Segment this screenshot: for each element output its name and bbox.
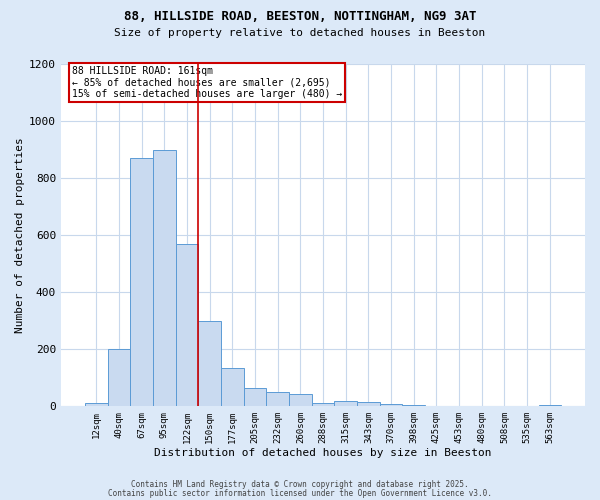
Bar: [244, 388, 266, 406]
Bar: [289, 394, 311, 406]
Bar: [107, 349, 130, 406]
Text: 88, HILLSIDE ROAD, BEESTON, NOTTINGHAM, NG9 3AT: 88, HILLSIDE ROAD, BEESTON, NOTTINGHAM, …: [124, 10, 476, 23]
Bar: [130, 158, 153, 406]
Bar: [198, 320, 221, 406]
Bar: [311, 403, 334, 406]
Bar: [221, 368, 244, 406]
Bar: [176, 244, 198, 406]
Bar: [266, 392, 289, 406]
Text: Contains public sector information licensed under the Open Government Licence v3: Contains public sector information licen…: [108, 488, 492, 498]
Bar: [539, 405, 561, 406]
Text: Contains HM Land Registry data © Crown copyright and database right 2025.: Contains HM Land Registry data © Crown c…: [131, 480, 469, 489]
Y-axis label: Number of detached properties: Number of detached properties: [15, 137, 25, 333]
Bar: [334, 401, 357, 406]
Bar: [85, 404, 107, 406]
Bar: [153, 150, 176, 406]
Text: 88 HILLSIDE ROAD: 161sqm
← 85% of detached houses are smaller (2,695)
15% of sem: 88 HILLSIDE ROAD: 161sqm ← 85% of detach…: [71, 66, 342, 99]
Bar: [357, 402, 380, 406]
X-axis label: Distribution of detached houses by size in Beeston: Distribution of detached houses by size …: [154, 448, 492, 458]
Bar: [380, 404, 403, 406]
Text: Size of property relative to detached houses in Beeston: Size of property relative to detached ho…: [115, 28, 485, 38]
